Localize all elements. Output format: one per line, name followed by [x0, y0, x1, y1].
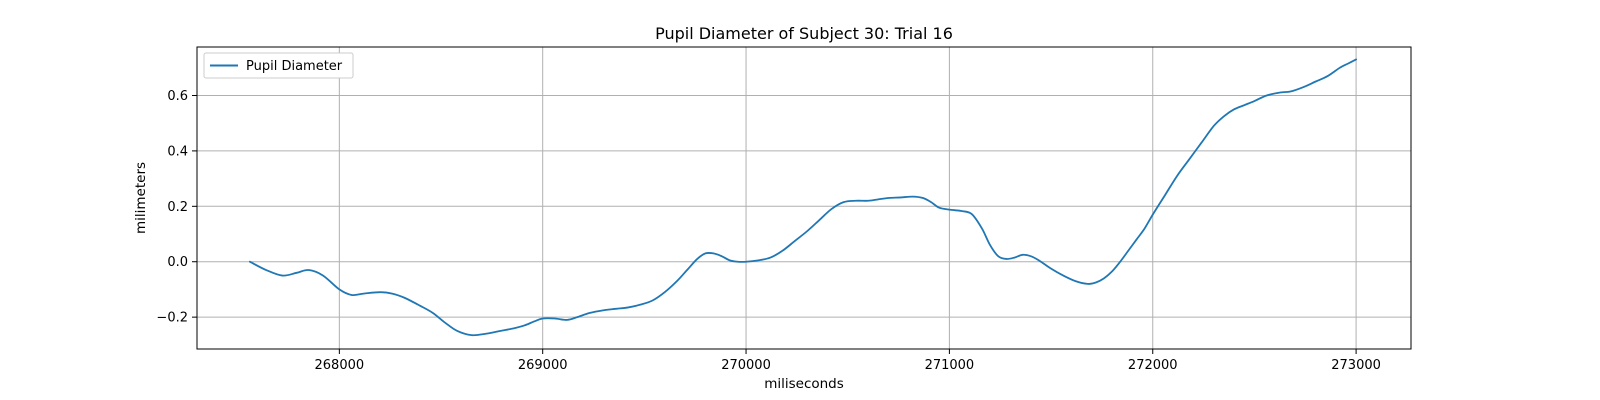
x-tick-label: 268000: [315, 358, 365, 373]
chart-title: Pupil Diameter of Subject 30: Trial 16: [655, 24, 953, 43]
y-tick-label: 0.2: [167, 200, 188, 215]
y-tick-label: 0.6: [167, 89, 188, 104]
x-tick-label: 273000: [1331, 358, 1381, 373]
x-tick-label: 272000: [1128, 358, 1178, 373]
x-tick-label: 269000: [518, 358, 568, 373]
grid: [197, 47, 1411, 349]
x-axis-label: miliseconds: [764, 376, 844, 392]
y-axis-label: milimeters: [133, 162, 149, 234]
series-line-pupil-diameter: [248, 58, 1357, 337]
plot-area-background: [197, 47, 1411, 349]
plot-frame: [196, 46, 1412, 350]
x-axis: 268000 269000 270000 271000 272000 273000: [315, 349, 1381, 373]
series-layer: [248, 58, 1357, 337]
x-tick-label: 271000: [925, 358, 975, 373]
x-tick-label: 270000: [721, 358, 771, 373]
y-tick-label: 0.4: [167, 144, 188, 159]
legend-box: [203, 52, 354, 79]
y-tick-label: 0.0: [167, 255, 188, 270]
legend: Pupil Diameter: [203, 52, 354, 79]
legend-label-pupil-diameter: Pupil Diameter: [246, 59, 343, 74]
y-tick-label: −0.2: [156, 311, 188, 326]
y-axis: −0.2 0.0 0.2 0.4 0.6: [156, 89, 197, 326]
